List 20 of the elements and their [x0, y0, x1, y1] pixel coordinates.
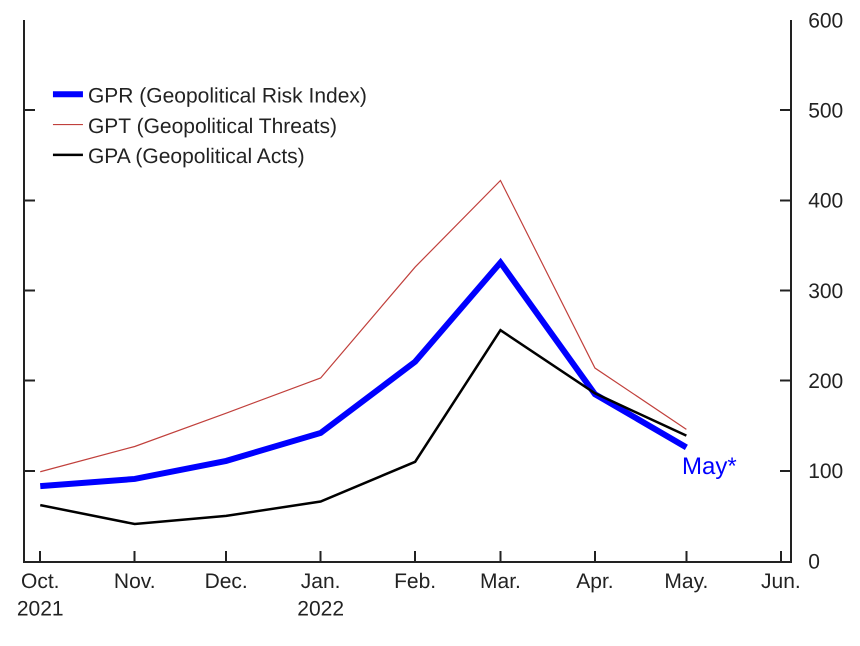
- y-tick-label: 300: [808, 280, 844, 303]
- legend-label: GPR (Geopolitical Risk Index): [88, 84, 367, 108]
- x-tick-label: Dec.: [204, 570, 248, 594]
- x-tick-label: Mar.: [480, 570, 521, 594]
- x-tick-label: Jun.: [761, 570, 801, 594]
- x-tick-label: Apr.: [576, 570, 614, 594]
- annotation: May*: [682, 453, 737, 480]
- y-tick-label: 400: [808, 190, 844, 213]
- x-tick-label: May.: [664, 570, 708, 594]
- y-tick-label: 100: [808, 460, 844, 484]
- x-tick-label: Nov.: [114, 570, 156, 594]
- legend-label: GPT (Geopolitical Threats): [88, 114, 337, 138]
- x-tick-label: Oct. 2021: [16, 570, 64, 620]
- y-tick-label: 200: [808, 370, 844, 394]
- legend-label: GPA (Geopolitical Acts): [88, 145, 305, 168]
- y-tick-label: 500: [808, 100, 844, 123]
- y-tick-label: 600: [808, 9, 844, 32]
- x-tick-label: Feb.: [394, 570, 436, 594]
- x-tick-label: Jan. 2022: [297, 570, 344, 620]
- y-tick-label: 0: [808, 550, 820, 574]
